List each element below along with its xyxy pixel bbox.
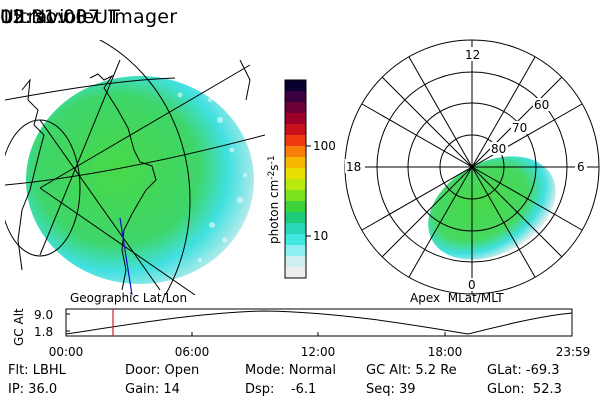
coastline <box>239 59 251 101</box>
geographic-panel-label: Geographic Lat/Lon <box>70 291 187 305</box>
alt-xtick-0600: 06:00 <box>175 345 210 359</box>
alt-ytick-9: 9.0 <box>34 308 53 322</box>
colorbar-cell <box>285 146 306 158</box>
colorbar-cell <box>285 113 306 125</box>
apex-panel-label: Apex MLat/MLT <box>410 291 504 305</box>
colorbar-cell <box>285 102 306 114</box>
colorbar-cell <box>285 201 306 213</box>
instrument-title: Ultraviolet Imager <box>0 6 178 28</box>
observation-time: 02:31:03 UT <box>0 6 121 28</box>
status-dsp: Dsp: -6.1 <box>245 382 317 397</box>
mlt-label-18: 18 <box>346 160 361 174</box>
colorbar-cell <box>285 168 306 180</box>
mlt-label-0: 0 <box>468 278 476 292</box>
colorbar: 100 10 photon cm-2s-1 <box>267 79 336 279</box>
colorbar-cell <box>285 135 306 147</box>
mlat-label-70: 70 <box>512 121 527 135</box>
colorbar-cell <box>285 80 306 92</box>
apex-polar-panel: 12 18 6 0 60 70 80 <box>344 39 600 295</box>
colorbar-cell <box>285 245 306 257</box>
alt-xticks <box>191 332 446 336</box>
auroral-oval-apex <box>428 156 556 260</box>
colorbar-cell <box>285 124 306 136</box>
alt-xtick-1800: 18:00 <box>428 345 463 359</box>
coastline <box>89 73 157 291</box>
mlat-label-80: 80 <box>491 142 506 156</box>
colorbar-cell <box>285 179 306 191</box>
colorbar-cell <box>285 234 306 246</box>
colorbar-cell <box>285 91 306 103</box>
status-gc-alt: GC Alt: 5.2 Re <box>366 363 457 378</box>
alt-xtick-0000: 00:00 <box>49 345 84 359</box>
mlt-label-12: 12 <box>465 48 480 62</box>
altitude-plot: 9.0 1.8 GC Alt 00:00 06:00 12:00 18:00 2… <box>12 308 590 359</box>
colorbar-cell <box>285 157 306 169</box>
observation-date: 15 Nov 07 <box>0 6 101 28</box>
alt-xtick-2359: 23:59 <box>556 345 591 359</box>
colorbar-cell <box>285 212 306 224</box>
auroral-image-geo <box>26 76 254 284</box>
alt-ylabel: GC Alt <box>12 308 26 346</box>
colorbar-unit-label: photon cm-2s-1 <box>267 155 281 244</box>
status-door: Door: Open <box>125 363 200 378</box>
status-gain: Gain: 14 <box>125 382 180 397</box>
status-flt: Flt: LBHL <box>8 363 66 378</box>
colorbar-cell <box>285 256 306 268</box>
geo-graticule <box>5 40 265 295</box>
status-glat: GLat: -69.3 <box>487 363 560 378</box>
alt-xtick-1200: 12:00 <box>301 345 336 359</box>
alt-ytick-1.8: 1.8 <box>34 325 53 339</box>
status-seq: Seq: 39 <box>366 382 416 397</box>
status-ip: IP: 36.0 <box>8 382 58 397</box>
altitude-curve <box>65 310 573 335</box>
mlt-label-6: 6 <box>577 160 585 174</box>
status-glon: GLon: 52.3 <box>487 382 562 397</box>
colorbar-tick-10: 10 <box>313 229 328 243</box>
geographic-panel <box>5 40 265 295</box>
colorbar-tick-100: 100 <box>313 139 336 153</box>
colorbar-cell <box>285 190 306 202</box>
apex-grid <box>344 39 600 295</box>
mlat-label-60: 60 <box>534 98 549 112</box>
geo-speckle <box>177 92 247 262</box>
satellite-track <box>119 217 133 295</box>
colorbar-cell <box>285 267 306 279</box>
status-mode: Mode: Normal <box>245 363 336 378</box>
colorbar-cell <box>285 223 306 235</box>
coastline <box>17 78 45 271</box>
